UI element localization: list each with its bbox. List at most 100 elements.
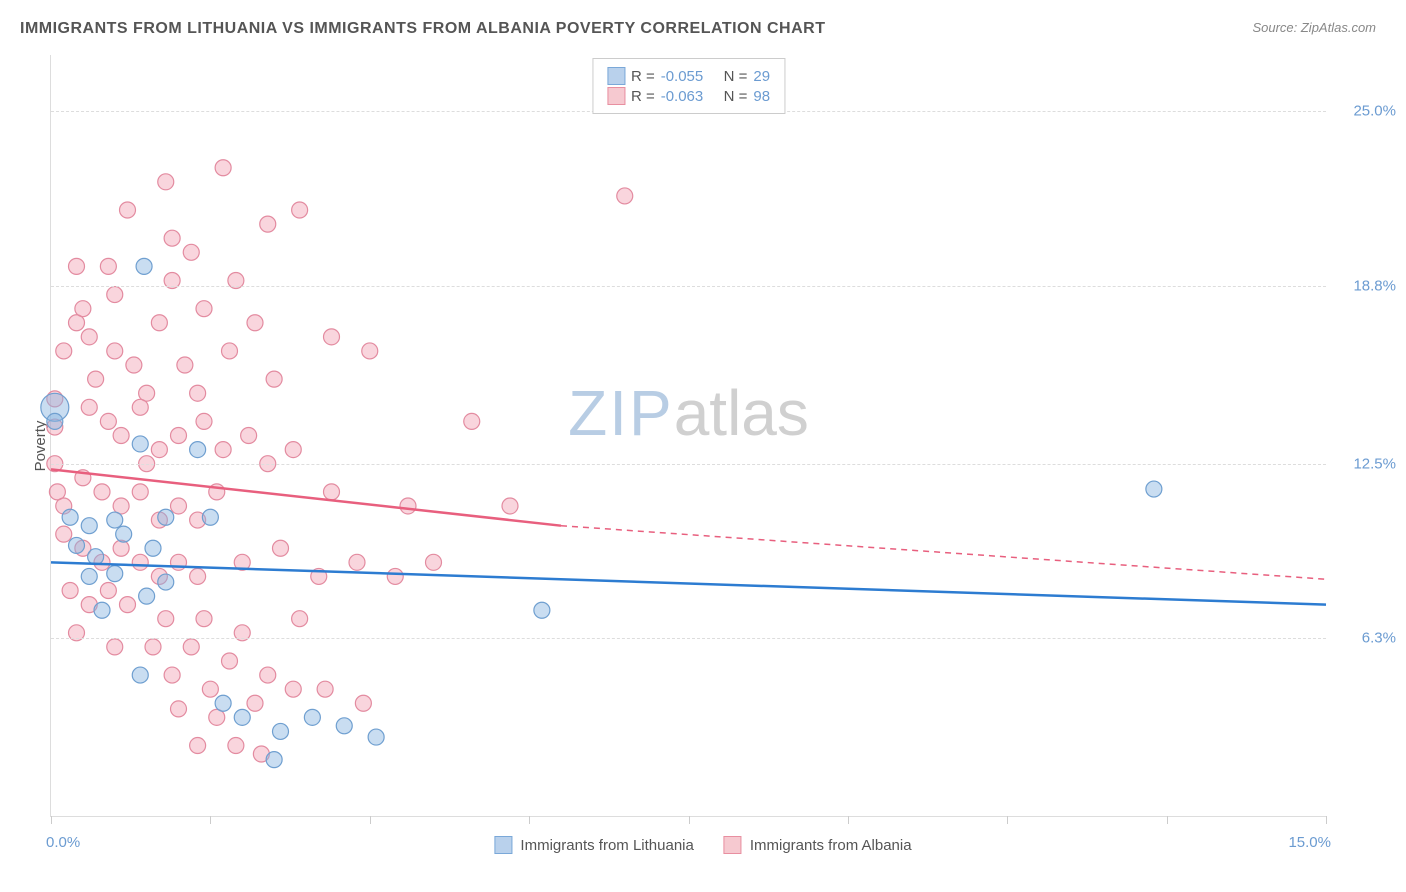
- n-label: N =: [724, 88, 748, 105]
- legend-item-albania: Immigrants from Albania: [724, 836, 912, 854]
- data-point: [120, 202, 136, 218]
- swatch-albania: [724, 836, 742, 854]
- data-point: [56, 343, 72, 359]
- data-point: [190, 385, 206, 401]
- data-point: [158, 509, 174, 525]
- data-point: [145, 540, 161, 556]
- n-value-albania: 98: [753, 88, 770, 105]
- data-point: [107, 512, 123, 528]
- data-point: [94, 484, 110, 500]
- data-point: [47, 413, 63, 429]
- chart-title: IMMIGRANTS FROM LITHUANIA VS IMMIGRANTS …: [20, 20, 825, 38]
- gridline: [51, 286, 1326, 287]
- data-point: [113, 428, 129, 444]
- data-point: [69, 537, 85, 553]
- y-tick-label: 18.8%: [1336, 278, 1396, 295]
- data-point: [81, 399, 97, 415]
- x-tick: [1007, 816, 1008, 824]
- data-point: [113, 540, 129, 556]
- r-label: R =: [631, 88, 655, 105]
- legend-item-lithuania: Immigrants from Lithuania: [494, 836, 693, 854]
- data-point: [400, 498, 416, 514]
- data-point: [234, 709, 250, 725]
- data-point: [368, 729, 384, 745]
- swatch-lithuania: [607, 67, 625, 85]
- data-point: [534, 602, 550, 618]
- data-point: [273, 540, 289, 556]
- gridline: [51, 464, 1326, 465]
- data-point: [215, 695, 231, 711]
- series-label-albania: Immigrants from Albania: [750, 837, 912, 854]
- data-point: [183, 639, 199, 655]
- x-tick: [1326, 816, 1327, 824]
- data-point: [247, 315, 263, 331]
- data-point: [88, 371, 104, 387]
- data-point: [202, 681, 218, 697]
- data-point: [107, 343, 123, 359]
- x-tick: [210, 816, 211, 824]
- regression-line: [561, 526, 1326, 580]
- x-tick: [370, 816, 371, 824]
- data-point: [171, 701, 187, 717]
- data-point: [151, 315, 167, 331]
- plot-area: ZIPatlas R = -0.055 N = 29 R = -0.063 N …: [50, 55, 1326, 817]
- x-axis-min-label: 0.0%: [46, 834, 80, 851]
- source-attribution: Source: ZipAtlas.com: [1252, 20, 1376, 35]
- data-point: [285, 681, 301, 697]
- data-point: [164, 230, 180, 246]
- data-point: [502, 498, 518, 514]
- x-tick: [1167, 816, 1168, 824]
- data-point: [1146, 481, 1162, 497]
- data-point: [260, 216, 276, 232]
- data-point: [81, 329, 97, 345]
- data-point: [69, 258, 85, 274]
- data-point: [292, 611, 308, 627]
- swatch-albania: [607, 87, 625, 105]
- data-point: [387, 568, 403, 584]
- y-tick-label: 25.0%: [1336, 103, 1396, 120]
- data-point: [171, 428, 187, 444]
- data-point: [190, 738, 206, 754]
- x-tick: [51, 816, 52, 824]
- data-point: [215, 442, 231, 458]
- data-point: [88, 549, 104, 565]
- data-point: [164, 667, 180, 683]
- data-point: [75, 301, 91, 317]
- data-point: [62, 509, 78, 525]
- data-point: [196, 611, 212, 627]
- data-point: [202, 509, 218, 525]
- data-point: [132, 484, 148, 500]
- chart-container: IMMIGRANTS FROM LITHUANIA VS IMMIGRANTS …: [0, 0, 1406, 892]
- data-point: [355, 695, 371, 711]
- series-label-lithuania: Immigrants from Lithuania: [520, 837, 693, 854]
- data-point: [273, 723, 289, 739]
- y-tick-label: 6.3%: [1336, 630, 1396, 647]
- data-point: [116, 526, 132, 542]
- data-point: [62, 583, 78, 599]
- data-point: [266, 752, 282, 768]
- correlation-legend: R = -0.055 N = 29 R = -0.063 N = 98: [592, 58, 785, 114]
- data-point: [107, 639, 123, 655]
- data-point: [171, 498, 187, 514]
- data-point: [132, 667, 148, 683]
- swatch-lithuania: [494, 836, 512, 854]
- data-point: [336, 718, 352, 734]
- data-point: [285, 442, 301, 458]
- data-point: [266, 371, 282, 387]
- x-tick: [529, 816, 530, 824]
- data-point: [177, 357, 193, 373]
- data-point: [464, 413, 480, 429]
- data-point: [100, 583, 116, 599]
- data-point: [183, 244, 199, 260]
- data-point: [190, 442, 206, 458]
- data-point: [215, 160, 231, 176]
- data-point: [426, 554, 442, 570]
- data-point: [304, 709, 320, 725]
- data-point: [260, 667, 276, 683]
- regression-line: [51, 562, 1326, 604]
- data-point: [222, 653, 238, 669]
- data-point: [107, 287, 123, 303]
- legend-row-lithuania: R = -0.055 N = 29: [607, 67, 770, 85]
- data-point: [120, 597, 136, 613]
- data-point: [362, 343, 378, 359]
